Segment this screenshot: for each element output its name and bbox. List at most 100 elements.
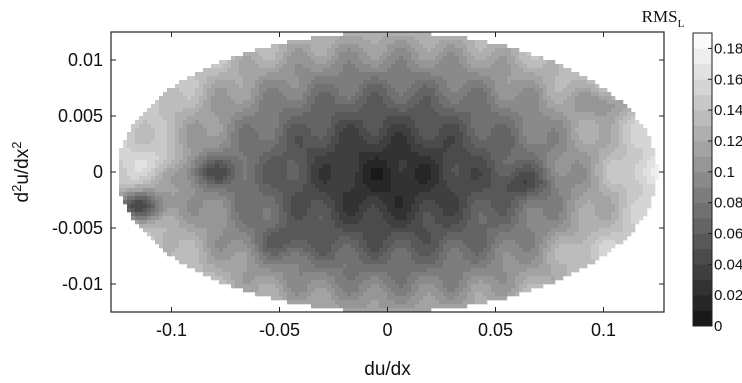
heatmap-cell	[539, 88, 544, 93]
heatmap-cell	[371, 156, 376, 161]
heatmap-cell	[479, 148, 484, 153]
heatmap-cell	[527, 52, 532, 57]
heatmap-cell	[567, 172, 572, 177]
heatmap-cell	[311, 40, 316, 45]
heatmap-cell	[311, 136, 316, 141]
heatmap-cell	[503, 124, 508, 129]
heatmap-cell	[227, 76, 232, 81]
heatmap-cell	[235, 92, 240, 97]
heatmap-cell	[139, 160, 144, 165]
heatmap-cell	[195, 164, 200, 169]
heatmap-cell	[219, 156, 224, 161]
heatmap-cell	[615, 132, 620, 137]
heatmap-cell	[535, 204, 540, 209]
heatmap-cell	[287, 196, 292, 201]
heatmap-cell	[143, 184, 148, 189]
heatmap-cell	[215, 92, 220, 97]
heatmap-cell	[271, 88, 276, 93]
heatmap-cell	[559, 188, 564, 193]
heatmap-cell	[351, 148, 356, 153]
heatmap-cell	[515, 108, 520, 113]
heatmap-cell	[339, 140, 344, 145]
heatmap-cell	[387, 68, 392, 73]
heatmap-cell	[631, 152, 636, 157]
heatmap-cell	[527, 100, 532, 105]
heatmap-cell	[231, 128, 236, 133]
heatmap-cell	[591, 148, 596, 153]
heatmap-cell	[399, 32, 404, 37]
heatmap-cell	[599, 204, 604, 209]
heatmap-cell	[195, 84, 200, 89]
heatmap-cell	[219, 196, 224, 201]
heatmap-cell	[355, 80, 360, 85]
heatmap-cell	[559, 68, 564, 73]
heatmap-cell	[355, 192, 360, 197]
heatmap-cell	[299, 92, 304, 97]
heatmap-cell	[215, 148, 220, 153]
heatmap-cell	[295, 48, 300, 53]
heatmap-cell	[355, 56, 360, 61]
heatmap-cell	[395, 204, 400, 209]
heatmap-cell	[379, 76, 384, 81]
heatmap-cell	[255, 80, 260, 85]
heatmap-cell	[343, 108, 348, 113]
heatmap-cell	[579, 144, 584, 149]
heatmap-cell	[231, 132, 236, 137]
heatmap-cell	[551, 204, 556, 209]
heatmap-cell	[139, 204, 144, 209]
heatmap-cell	[567, 156, 572, 161]
heatmap-cell	[247, 108, 252, 113]
heatmap-cell	[371, 120, 376, 125]
heatmap-cell	[319, 80, 324, 85]
heatmap-cell	[435, 180, 440, 185]
heatmap-cell	[459, 200, 464, 205]
heatmap-cell	[371, 204, 376, 209]
heatmap-cell	[235, 64, 240, 69]
heatmap-cell	[235, 204, 240, 209]
heatmap-cell	[151, 128, 156, 133]
heatmap-cell	[519, 168, 524, 173]
heatmap-cell	[451, 184, 456, 189]
heatmap-cell	[243, 84, 248, 89]
heatmap-cell	[375, 200, 380, 205]
heatmap-cell	[367, 88, 372, 93]
heatmap-cell	[527, 104, 532, 109]
heatmap-cell	[635, 176, 640, 181]
heatmap-cell	[283, 204, 288, 209]
heatmap-cell	[491, 48, 496, 53]
heatmap-cell	[455, 96, 460, 101]
heatmap-cell	[315, 204, 320, 209]
heatmap-cell	[255, 88, 260, 93]
heatmap-cell	[499, 64, 504, 69]
heatmap-cell	[199, 168, 204, 173]
heatmap-cell	[647, 160, 652, 165]
heatmap-cell	[427, 132, 432, 137]
heatmap-cell	[415, 168, 420, 173]
heatmap-cell	[603, 176, 608, 181]
heatmap-cell	[327, 180, 332, 185]
heatmap-cell	[475, 180, 480, 185]
heatmap-cell	[547, 132, 552, 137]
heatmap-cell	[283, 80, 288, 85]
heatmap-cell	[583, 160, 588, 165]
heatmap-cell	[175, 100, 180, 105]
heatmap-cell	[155, 168, 160, 173]
heatmap-cell	[259, 140, 264, 145]
heatmap-cell	[607, 104, 612, 109]
heatmap-cell	[527, 56, 532, 61]
heatmap-cell	[191, 76, 196, 81]
heatmap-cell	[363, 84, 368, 89]
heatmap-cell	[535, 180, 540, 185]
heatmap-cell	[595, 152, 600, 157]
heatmap-cell	[455, 168, 460, 173]
heatmap-cell	[523, 64, 528, 69]
heatmap-cell	[487, 72, 492, 77]
heatmap-cell	[471, 120, 476, 125]
heatmap-cell	[431, 92, 436, 97]
heatmap-cell	[307, 120, 312, 125]
heatmap-cell	[131, 184, 136, 189]
heatmap-cell	[151, 164, 156, 169]
heatmap-cell	[307, 200, 312, 205]
heatmap-cell	[387, 144, 392, 149]
heatmap-cell	[427, 188, 432, 193]
